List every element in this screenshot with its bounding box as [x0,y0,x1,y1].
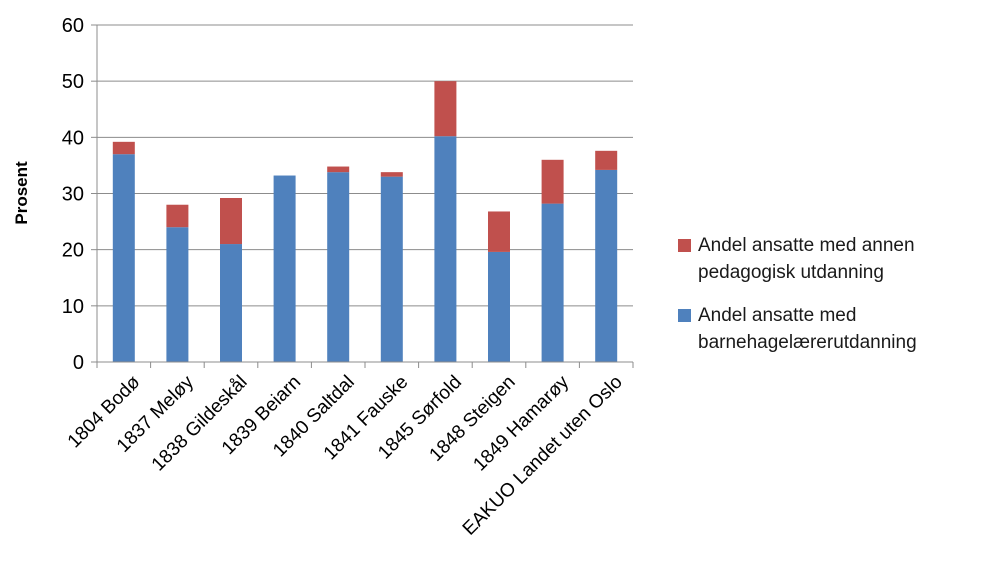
bar-annen-pedagogisk [166,204,189,228]
legend-swatch-blue [678,309,691,322]
bar-barnehagelaerer [380,176,403,362]
bar-annen-pedagogisk [380,172,403,177]
legend-item-barnehagelaerer: Andel ansatte med barnehagelærerutdannin… [678,302,978,356]
bars [112,81,618,362]
legend: Andel ansatte med annen pedagogisk utdan… [678,232,978,372]
y-tick-label: 30 [62,184,84,206]
y-tick-label: 20 [62,240,84,262]
y-axis-label: Prosent [12,161,31,225]
x-tick-label: 1849 Hamarøy [469,371,573,475]
bar-barnehagelaerer [541,203,564,362]
bar-barnehagelaerer [327,172,350,362]
legend-swatch-red [678,239,691,252]
bar-annen-pedagogisk [220,197,242,245]
bar-barnehagelaerer [434,136,457,362]
bar-barnehagelaerer [273,175,296,362]
y-tick-label: 0 [73,352,84,374]
axes [96,25,634,368]
y-tick-label: 10 [62,296,84,318]
bar-annen-pedagogisk [434,81,457,137]
y-tick-label: 50 [62,71,84,93]
bar-annen-pedagogisk [595,150,618,170]
y-tick-label: 40 [62,127,84,149]
bar-annen-pedagogisk [541,159,564,204]
bar-annen-pedagogisk [112,141,135,155]
bar-barnehagelaerer [166,227,189,362]
legend-label: Andel ansatte med annen pedagogisk utdan… [698,235,915,283]
bar-barnehagelaerer [595,169,618,362]
legend-label: Andel ansatte med barnehagelærerutdannin… [698,305,917,353]
bar-barnehagelaerer [488,251,510,362]
bar-barnehagelaerer [112,154,135,362]
y-tick-label: 60 [62,15,84,37]
bar-annen-pedagogisk [327,166,350,173]
x-tick-label: 1838 Gildeskål [148,372,252,476]
y-tick-labels: 0 10 20 30 40 50 60 [62,15,84,374]
bar-annen-pedagogisk [488,211,510,252]
legend-item-annen-pedagogisk: Andel ansatte med annen pedagogisk utdan… [678,232,978,286]
bar-barnehagelaerer [220,244,242,362]
